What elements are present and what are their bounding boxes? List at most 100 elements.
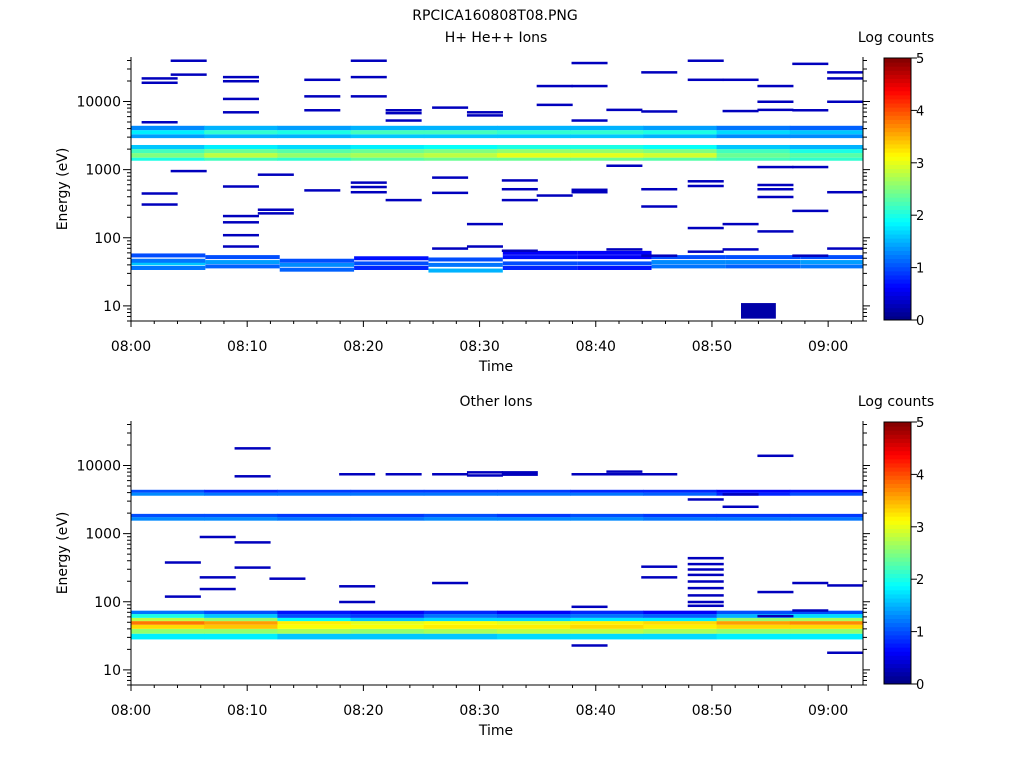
- colorbar-swatch: [884, 225, 911, 231]
- colorbar-swatch: [884, 565, 911, 570]
- heatmap-cell: [570, 134, 644, 139]
- heatmap-cell: [204, 628, 278, 634]
- colorbar-swatch: [884, 561, 911, 566]
- heatmap-cell: [131, 610, 205, 615]
- heatmap-cell: [643, 614, 718, 618]
- heatmap-cell: [423, 614, 498, 618]
- heatmap-cell: [643, 134, 718, 139]
- heatmap-cell: [222, 111, 259, 114]
- colorbar-swatch: [884, 491, 911, 497]
- heatmap-cell: [277, 624, 352, 629]
- heatmap-cell: [497, 157, 571, 161]
- heatmap-cell: [800, 260, 863, 265]
- colorbar-swatch: [884, 197, 911, 202]
- heatmap-cell: [789, 149, 864, 154]
- colorbar-swatch: [884, 90, 911, 96]
- heatmap-cell: [350, 153, 425, 158]
- heatmap-cell: [789, 125, 864, 131]
- heatmap-cell: [222, 221, 259, 224]
- heatmap-cell: [789, 628, 864, 634]
- heatmap-cell: [643, 157, 718, 161]
- x-axis-label: Time: [478, 723, 513, 739]
- heatmap-cell: [423, 153, 498, 158]
- heatmap-cell: [789, 492, 864, 496]
- plot-area: [131, 421, 863, 685]
- colorbar-swatch: [884, 135, 911, 141]
- y-axis-label: Energy (eV): [55, 512, 71, 595]
- heatmap-cell: [279, 258, 355, 263]
- colorbar-swatch: [884, 507, 911, 513]
- heatmap-cell: [741, 303, 776, 319]
- heatmap-cell: [722, 109, 759, 113]
- heatmap-cell: [205, 255, 280, 260]
- heatmap-cell: [643, 153, 718, 158]
- heatmap-cell: [643, 125, 718, 131]
- heatmap-cell: [423, 157, 498, 161]
- heatmap-cell: [643, 144, 718, 150]
- colorbar-swatch: [884, 164, 911, 170]
- heatmap-cell: [131, 261, 206, 266]
- x-tick-label: 08:30: [459, 703, 499, 719]
- colorbar-swatch: [884, 184, 911, 190]
- colorbar-swatch: [884, 450, 911, 456]
- colorbar-swatch: [884, 250, 911, 255]
- heatmap-cell: [641, 110, 678, 113]
- heatmap-cell: [269, 577, 306, 580]
- heatmap-cell: [466, 245, 503, 248]
- colorbar-swatch: [884, 70, 911, 75]
- heatmap-cell: [757, 614, 794, 618]
- heatmap-cell: [722, 505, 759, 509]
- heatmap-cell: [606, 470, 643, 473]
- heatmap-cell: [570, 628, 644, 634]
- heatmap-cell: [497, 125, 571, 131]
- colorbar-tick-label: 4: [916, 468, 924, 483]
- x-tick-label: 08:20: [343, 703, 383, 719]
- heatmap-cell: [757, 165, 794, 169]
- heatmap-cell: [789, 513, 864, 518]
- heatmap-cell: [204, 517, 278, 521]
- heatmap-cell: [606, 164, 643, 167]
- heatmap-cell: [606, 473, 643, 476]
- heatmap-cell: [643, 633, 718, 640]
- heatmap-cell: [716, 628, 791, 634]
- heatmap-cell: [350, 621, 425, 625]
- heatmap-cell: [350, 513, 425, 518]
- colorbar-swatch: [884, 123, 911, 129]
- heatmap-cell: [497, 624, 571, 629]
- heatmap-cell: [497, 614, 571, 618]
- colorbar-swatch: [884, 74, 911, 79]
- heatmap-cell: [131, 517, 205, 521]
- heatmap-cell: [725, 255, 801, 260]
- heatmap-cell: [277, 130, 352, 135]
- heatmap-cell: [501, 187, 538, 191]
- x-tick-label: 08:50: [692, 339, 732, 355]
- heatmap-cell: [131, 153, 205, 158]
- heatmap-cell: [339, 473, 376, 476]
- heatmap-cell: [789, 157, 864, 161]
- heatmap-cell: [571, 61, 608, 65]
- heatmap-cell: [789, 153, 864, 158]
- heatmap-cell: [716, 149, 791, 154]
- heatmap-cell: [687, 59, 724, 62]
- heatmap-cell: [789, 134, 864, 139]
- heatmap-cell: [199, 576, 236, 579]
- heatmap-cell: [277, 157, 352, 161]
- colorbar-swatch: [884, 602, 911, 607]
- heatmap-cell: [131, 258, 206, 263]
- heatmap-cell: [423, 628, 498, 634]
- colorbar-swatch: [884, 651, 911, 656]
- heatmap-cell: [222, 233, 259, 237]
- colorbar-swatch: [884, 315, 911, 321]
- heatmap-cell: [497, 621, 571, 625]
- colorbar-swatch: [884, 86, 911, 92]
- heatmap-cell: [304, 78, 341, 82]
- heatmap-cell: [641, 205, 678, 208]
- heatmap-cell: [497, 144, 571, 150]
- heatmap-cell: [277, 633, 352, 640]
- colorbar-swatch: [884, 503, 911, 509]
- heatmap-cell: [792, 609, 829, 612]
- heatmap-cell: [204, 513, 278, 518]
- heatmap-cell: [570, 130, 644, 135]
- heatmap-cell: [641, 71, 678, 74]
- heatmap-cell: [350, 614, 425, 618]
